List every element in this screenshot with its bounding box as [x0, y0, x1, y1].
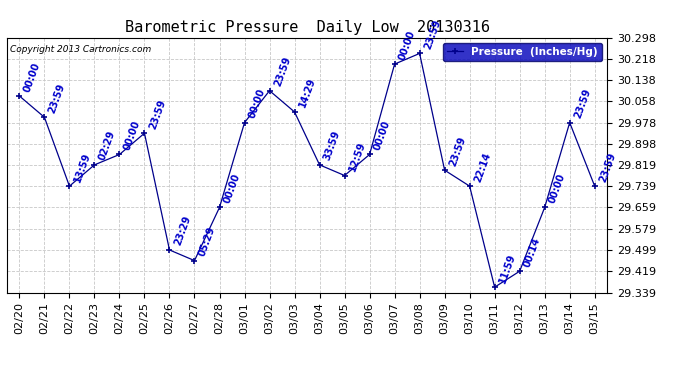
Title: Barometric Pressure  Daily Low  20130316: Barometric Pressure Daily Low 20130316	[125, 20, 489, 35]
Text: 00:00: 00:00	[122, 119, 142, 152]
Text: 23:59: 23:59	[447, 135, 467, 167]
Pressure  (Inches/Hg)	[166, 248, 174, 252]
Pressure  (Inches/Hg)	[15, 94, 23, 98]
Pressure  (Inches/Hg)	[540, 205, 549, 210]
Text: 23:59: 23:59	[147, 98, 167, 130]
Text: 00:00: 00:00	[373, 119, 393, 152]
Text: 11:59: 11:59	[497, 252, 518, 284]
Text: 33:59: 33:59	[322, 129, 342, 162]
Legend: Pressure  (Inches/Hg): Pressure (Inches/Hg)	[443, 43, 602, 61]
Text: 12:59: 12:59	[347, 140, 367, 173]
Pressure  (Inches/Hg)	[440, 168, 449, 172]
Text: 00:14: 00:14	[522, 236, 542, 268]
Text: 00:00: 00:00	[547, 172, 567, 205]
Pressure  (Inches/Hg)	[591, 184, 599, 188]
Pressure  (Inches/Hg)	[140, 131, 148, 135]
Text: 14:29: 14:29	[297, 76, 317, 109]
Pressure  (Inches/Hg)	[215, 205, 224, 210]
Pressure  (Inches/Hg)	[415, 51, 424, 56]
Text: 00:00: 00:00	[222, 172, 242, 205]
Pressure  (Inches/Hg)	[391, 62, 399, 66]
Pressure  (Inches/Hg)	[190, 258, 199, 263]
Pressure  (Inches/Hg)	[66, 184, 74, 188]
Text: 22:14: 22:14	[473, 151, 493, 183]
Pressure  (Inches/Hg)	[240, 120, 248, 125]
Text: 23:29: 23:29	[172, 214, 193, 247]
Pressure  (Inches/Hg)	[566, 120, 574, 125]
Pressure  (Inches/Hg)	[340, 173, 348, 178]
Pressure  (Inches/Hg)	[466, 184, 474, 188]
Pressure  (Inches/Hg)	[315, 163, 324, 167]
Pressure  (Inches/Hg)	[266, 88, 274, 93]
Text: Copyright 2013 Cartronics.com: Copyright 2013 Cartronics.com	[10, 45, 151, 54]
Text: 05:29: 05:29	[197, 225, 217, 258]
Pressure  (Inches/Hg)	[90, 163, 99, 167]
Pressure  (Inches/Hg)	[366, 152, 374, 157]
Pressure  (Inches/Hg)	[515, 269, 524, 273]
Text: 02:29: 02:29	[97, 129, 117, 162]
Pressure  (Inches/Hg)	[115, 152, 124, 157]
Text: 00:00: 00:00	[397, 29, 417, 61]
Text: 23:59: 23:59	[573, 87, 593, 120]
Pressure  (Inches/Hg)	[290, 110, 299, 114]
Pressure  (Inches/Hg)	[491, 285, 499, 290]
Text: 23:59: 23:59	[598, 151, 618, 183]
Text: 23:59: 23:59	[273, 56, 293, 88]
Pressure  (Inches/Hg)	[40, 115, 48, 120]
Line: Pressure  (Inches/Hg): Pressure (Inches/Hg)	[16, 50, 598, 291]
Text: 00:00: 00:00	[22, 61, 42, 93]
Text: 00:00: 00:00	[247, 87, 267, 120]
Text: 23:59: 23:59	[422, 18, 442, 51]
Text: 23:59: 23:59	[47, 82, 67, 114]
Text: 13:59: 13:59	[72, 151, 92, 183]
